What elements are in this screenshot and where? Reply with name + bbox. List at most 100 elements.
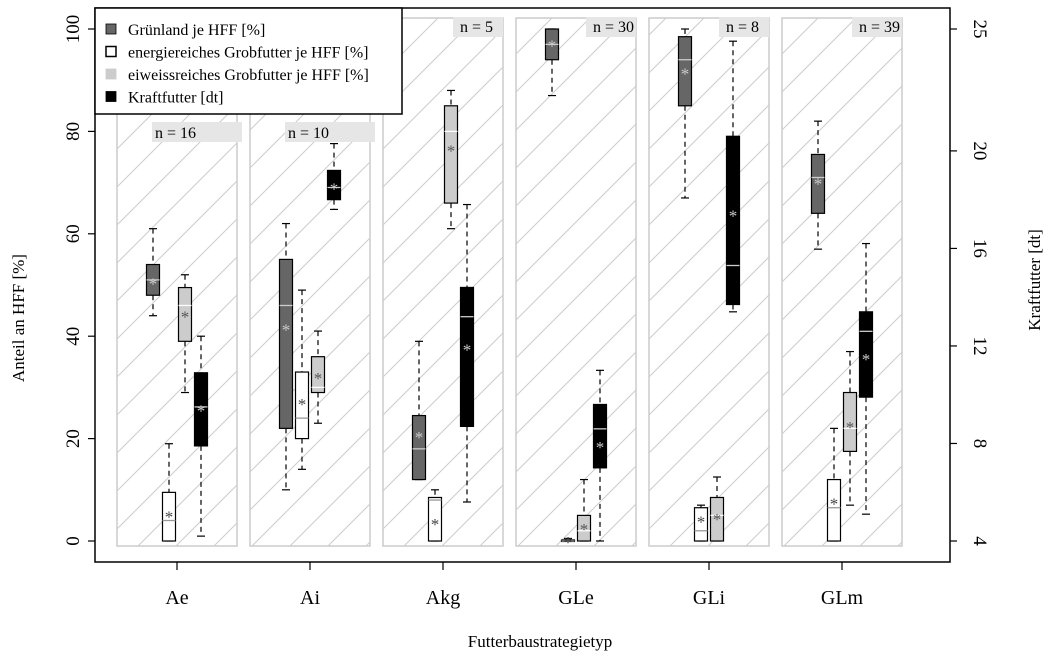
box-body [193,372,209,447]
box-body [592,403,608,469]
n-label-background [586,17,636,37]
series-1: * * * * * * [161,289,842,552]
n-label: n = 5 [460,19,493,36]
box: * [278,222,294,491]
box: * [427,489,443,542]
plot-frame [94,7,951,563]
legend-box [94,7,403,115]
y2-tick-label: 12 [969,336,990,355]
mean-marker: * [314,369,323,388]
mean-marker: * [814,175,823,194]
y-axis-title: Anteil an HFF [%] [9,254,28,382]
box-body [310,356,326,394]
mean-marker: * [415,428,424,447]
legend-swatch [105,91,117,102]
box: * [677,28,693,199]
box: * [560,533,576,552]
legend-label: energiereiches Grobfutter je HFF [%] [128,45,369,62]
box: * [326,142,342,211]
box: * [725,40,741,313]
mean-marker: * [197,401,206,420]
box-body [427,496,443,542]
mean-marker: * [447,141,456,160]
mean-marker: * [431,515,440,534]
box-body [459,286,475,428]
category-panel [515,17,637,547]
y2-axis-title: Kraftfutter [dt] [1025,229,1044,330]
y2-tick-label: 8 [969,439,990,449]
box: * [294,289,310,470]
mean-marker: * [580,520,589,539]
y2-tick-label: 20 [969,141,990,160]
box-body [443,105,459,204]
n-label-background [152,122,242,142]
box: * [411,340,427,481]
box-body [177,286,193,342]
mean-marker: * [681,65,690,84]
mean-marker: * [298,395,307,414]
n-label: n = 8 [726,19,759,36]
y-tick-label: 0 [63,536,84,546]
y-tick-label: 100 [63,15,84,44]
box: * [826,427,842,542]
mean-marker: * [165,507,174,526]
box-body [326,169,342,201]
box-body [411,414,427,481]
box: * [177,274,193,394]
box: * [544,28,560,97]
category-panels: n = 16 n = 10 n = 5 n = 30 n = 8 n = 39 [116,17,903,547]
x-tick-label: GLi [693,587,726,609]
legend-label: eiweissreiches Grobfutter je HFF [%] [128,67,369,84]
box-series: * * * * * * * * * * * * * * * * * * * * * * * * [145,28,874,552]
mean-marker: * [149,274,158,293]
box-body [709,496,725,542]
panel-frame [781,17,903,547]
box-body [677,36,693,107]
mean-marker: * [830,495,839,514]
box: * [592,369,608,542]
y2-tick-label: 16 [969,239,990,258]
legend-swatch [105,68,117,80]
box: * [161,443,177,542]
panel-frame [648,17,770,547]
n-label-background [453,17,503,37]
legend-swatch [105,23,117,35]
mean-marker: * [564,533,573,552]
box: * [842,350,858,506]
legend-label: Kraftfutter [dt] [128,90,224,107]
y-tick-label: 60 [63,224,84,243]
x-tick-label: Akg [426,587,460,609]
mean-marker: * [697,513,706,532]
mean-marker: * [181,308,190,327]
mean-marker: * [862,350,871,369]
n-label: n = 39 [859,19,900,36]
n-label-background [852,17,902,37]
box: * [810,120,826,250]
category-panel [648,17,770,547]
mean-marker: * [846,418,855,437]
x-tick-label: Ae [165,587,188,609]
y-tick-label: 40 [63,327,84,346]
n-label: n = 16 [155,125,196,142]
axes: 0 20 40 60 80 100 4 8 12 16 20 25 Ae Ai Akg GLe GLi GLm [63,7,990,609]
category-panel [781,17,903,547]
box-body [294,371,310,440]
mean-marker: * [282,321,291,340]
box: * [193,335,209,537]
box: * [709,476,725,542]
box-body [842,391,858,452]
box-body [858,311,874,398]
mean-marker: * [596,438,605,457]
mean-marker: * [463,340,472,359]
series-3: * * * * * * [193,40,874,542]
series-0: * * * * * * [145,28,826,491]
box: * [459,203,475,503]
mean-marker: * [330,179,339,198]
x-tick-label: GLe [558,587,594,609]
category-panel [382,17,504,547]
n-label: n = 10 [288,125,329,142]
y-tick-label: 80 [63,122,84,141]
panel-frame [515,17,637,547]
box: * [145,228,161,317]
legend-label: Grünland je HFF [%] [128,22,265,39]
